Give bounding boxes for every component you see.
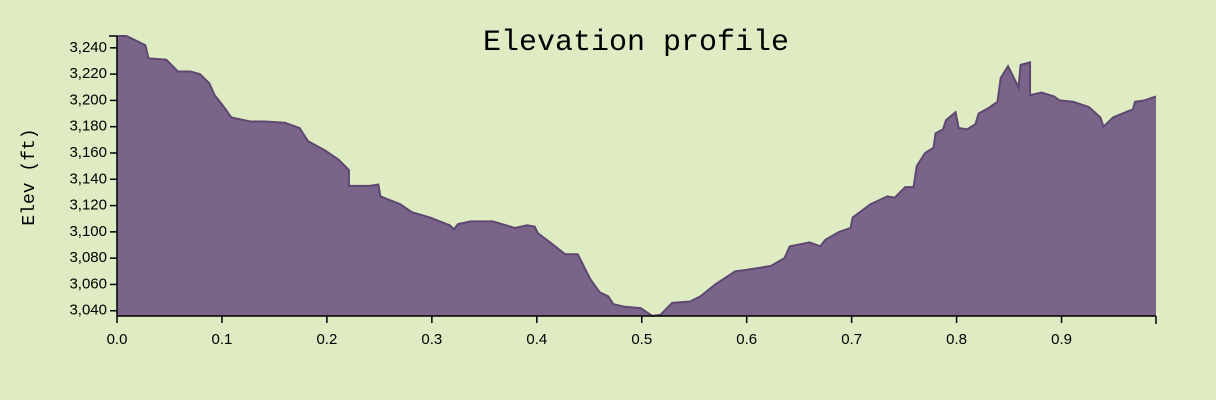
y-tick-label: 3,120	[69, 197, 107, 214]
x-tick-label: 0.7	[841, 331, 862, 348]
x-tick-label: 0.1	[212, 331, 233, 348]
y-tick-label: 3,060	[69, 275, 107, 292]
x-tick-label: 0.9	[1051, 331, 1072, 348]
x-tick-label: 0.0	[107, 331, 128, 348]
y-tick-label: 3,200	[69, 91, 107, 108]
x-tick-label: 0.6	[736, 331, 757, 348]
y-tick-label: 3,240	[69, 39, 107, 56]
x-tick-label: 0.8	[946, 331, 967, 348]
y-tick-label: 3,100	[69, 223, 107, 240]
y-axis-label: Elev (ft)	[20, 128, 40, 225]
x-tick-label: 0.5	[631, 331, 652, 348]
area	[117, 36, 1156, 316]
y-tick-label: 3,140	[69, 170, 107, 187]
x-tick-label: 0.2	[316, 331, 337, 348]
y-tick-label: 3,160	[69, 144, 107, 161]
line	[117, 35, 1157, 318]
y-tick-label: 3,220	[69, 65, 107, 82]
x-tick-label: 0.4	[526, 331, 547, 348]
chart-title: Elevation profile	[483, 26, 789, 60]
y-tick-label: 3,040	[69, 302, 107, 319]
x-tick-label: 0.3	[421, 331, 442, 348]
y-tick-label: 3,180	[69, 118, 107, 135]
y-tick-label: 3,080	[69, 249, 107, 266]
